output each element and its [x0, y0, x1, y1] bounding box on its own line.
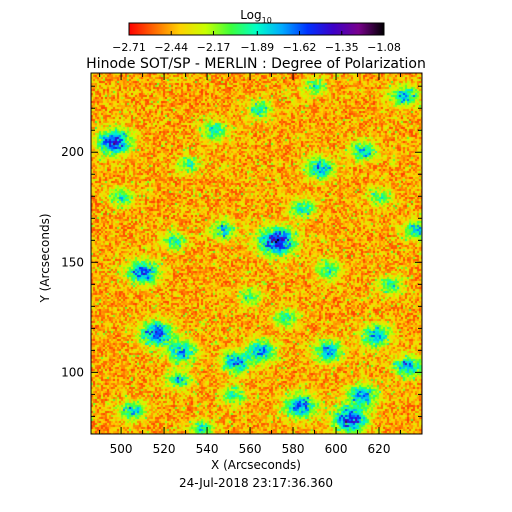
colorbar-tick-label: −1.08: [367, 41, 401, 54]
x-tick-label: 540: [196, 442, 219, 456]
x-tick-label: 520: [153, 442, 176, 456]
y-axis-label: Y (Arcseconds): [38, 213, 52, 303]
x-tick-label: 580: [282, 442, 305, 456]
chart-title: Hinode SOT/SP - MERLIN : Degree of Polar…: [86, 56, 426, 72]
colorbar-label: Log10: [240, 8, 272, 25]
colorbar: [129, 23, 384, 35]
y-tick-label: 150: [61, 255, 84, 269]
x-axis-label: X (Arcseconds): [211, 458, 301, 472]
polarization-raster: [91, 73, 422, 434]
polarization-map: [91, 73, 422, 434]
colorbar-tick-label: −1.89: [240, 41, 274, 54]
colorbar-ticks: −2.71 −2.44 −2.17 −1.89 −1.62 −1.35 −1.08: [112, 31, 401, 54]
colorbar-tick-label: −2.71: [112, 41, 146, 54]
x-tick-label: 500: [110, 442, 133, 456]
colorbar-tick-label: −2.44: [154, 41, 188, 54]
x-tick-label: 600: [325, 442, 348, 456]
x-tick-label: 620: [368, 442, 391, 456]
y-axis: 100 150 200: [61, 85, 422, 417]
plot-frame: [90, 72, 423, 435]
y-tick-label: 200: [61, 145, 84, 159]
x-tick-label: 560: [239, 442, 262, 456]
colorbar-tick-label: −1.62: [283, 41, 317, 54]
colorbar-frame: [128, 22, 385, 36]
colorbar-tick-label: −1.35: [325, 41, 359, 54]
colorbar-tick-label: −2.17: [197, 41, 231, 54]
y-tick-label: 100: [61, 365, 84, 379]
x-axis: 500 520 540 560 580 600 620: [99, 73, 423, 456]
timestamp: 24-Jul-2018 23:17:36.360: [179, 476, 333, 490]
